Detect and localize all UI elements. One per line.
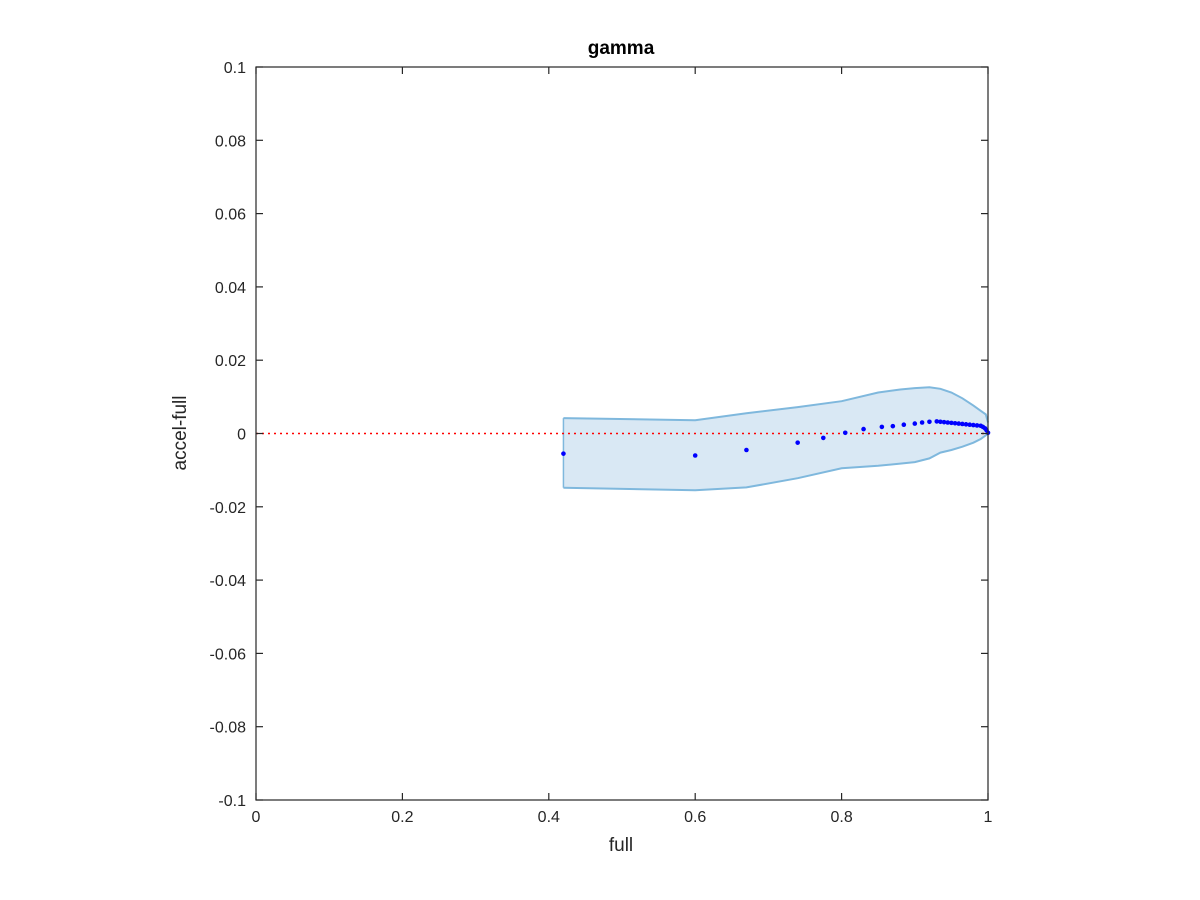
data-point: [912, 421, 918, 426]
x-tick-label: 0: [252, 809, 261, 826]
data-point: [949, 420, 954, 426]
y-tick-label: -0.02: [210, 500, 247, 517]
y-tick-label: -0.06: [210, 646, 247, 663]
data-point: [956, 421, 962, 426]
data-point: [561, 451, 566, 456]
y-tick-label: -0.08: [210, 720, 247, 737]
y-tick-label: 0.1: [224, 60, 246, 77]
data-point: [919, 420, 925, 425]
data-point: [945, 420, 951, 425]
data-point: [941, 419, 947, 425]
x-tick-label: 0.6: [684, 809, 706, 826]
y-tick-label: -0.04: [210, 573, 247, 590]
y-tick-label: 0.08: [215, 133, 246, 150]
data-point: [890, 423, 896, 429]
data-point: [795, 440, 800, 445]
y-tick-label: 0.04: [215, 280, 246, 297]
data-point: [692, 453, 698, 458]
y-axis-label: accel-full: [170, 396, 191, 471]
x-tick-label: 0.8: [830, 809, 852, 826]
data-points-layer: [561, 419, 991, 458]
data-point: [901, 422, 907, 428]
x-axis-label: full: [609, 835, 633, 856]
x-axis-ticks: 0 0.2 0.4 0.6 0.8 1: [252, 67, 993, 826]
y-tick-label: 0.02: [215, 353, 246, 370]
data-point: [960, 421, 965, 427]
y-tick-label: 0: [237, 427, 246, 444]
data-point: [842, 430, 848, 436]
x-tick-label: 0.4: [538, 809, 560, 826]
data-point: [927, 419, 932, 425]
data-point: [879, 424, 885, 430]
confidence-band-lower-line: [563, 432, 989, 492]
data-point: [938, 419, 943, 425]
y-tick-label: -0.1: [218, 793, 246, 810]
y-tick-label: 0.06: [215, 207, 246, 224]
confidence-band-layer: [562, 386, 989, 492]
data-point: [934, 419, 940, 424]
data-point: [952, 420, 958, 426]
data-point: [963, 422, 969, 427]
chart-title: gamma: [588, 38, 655, 59]
data-point: [861, 426, 866, 432]
data-point: [744, 447, 749, 453]
y-axis-ticks: -0.1 -0.08 -0.06 -0.04 -0.02 0 0.02 0.04 0.06 0.0…: [210, 60, 988, 810]
data-point: [971, 422, 976, 428]
x-tick-label: 0.2: [391, 809, 413, 826]
data-point: [974, 423, 980, 428]
confidence-band-upper-line: [563, 386, 989, 423]
data-point: [967, 422, 972, 428]
x-tick-label: 1: [984, 809, 993, 826]
data-point: [821, 435, 826, 441]
